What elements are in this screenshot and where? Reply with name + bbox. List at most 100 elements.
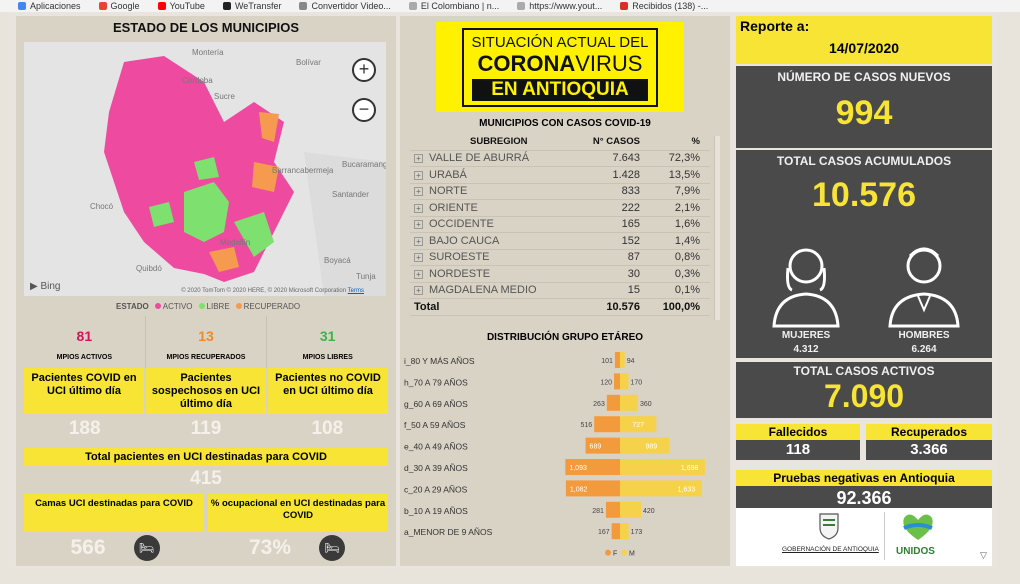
- expand-icon[interactable]: +: [414, 170, 423, 180]
- expand-icon[interactable]: +: [414, 154, 423, 164]
- bookmark-label: YouTube: [169, 1, 205, 11]
- copyright-text: © 2020 TomTom © 2020 HERE, © 2020 Micros…: [181, 288, 347, 294]
- col-casos[interactable]: N° CASOS: [592, 136, 640, 148]
- filter-chevron-icon[interactable]: ▽: [980, 550, 987, 560]
- bar-male-label: 1,633: [678, 486, 696, 493]
- mujeres-label: MUJERES: [781, 330, 831, 341]
- bookmark[interactable]: Convertidor Video...: [299, 1, 391, 11]
- subregion-panel: SITUACIÓN ACTUAL DEL CORONAVIRUS EN ANTI…: [400, 16, 730, 566]
- map-place-label: Santander: [332, 190, 369, 199]
- banner-virus: VIRUS: [575, 50, 643, 76]
- bookmark[interactable]: https://www.yout...: [517, 1, 602, 11]
- coat-of-arms-icon: [819, 513, 839, 540]
- map-place-label: Chocó: [90, 202, 114, 211]
- page-icon: [299, 2, 308, 10]
- subregion-cell: + OCCIDENTE: [410, 218, 570, 230]
- pct-cell: 1,4%: [674, 234, 700, 247]
- total-label: Total: [414, 300, 440, 313]
- bar-female-label: 101: [601, 358, 613, 365]
- municipios-panel: ESTADO DE LOS MUNICIPIOS Montería Córdob…: [16, 16, 396, 566]
- table-row[interactable]: + SUROESTE 87 0,8%: [410, 250, 710, 266]
- table-row[interactable]: + VALLE DE ABURRÁ 7.643 72,3%: [410, 151, 710, 167]
- bar-female-label: 167: [598, 529, 610, 536]
- bookmark[interactable]: El Colombiano | n...: [408, 1, 499, 11]
- wetransfer-icon: [222, 2, 231, 10]
- bar-female: [605, 501, 620, 518]
- uci-values: 188 119 108: [24, 418, 388, 440]
- table-row[interactable]: + NORTE 833 7,9%: [410, 184, 710, 200]
- table-row[interactable]: + ORIENTE 222 2,1%: [410, 200, 710, 217]
- bookmarks-bar: Aplicaciones Google YouTube WeTransfer C…: [0, 0, 1020, 12]
- zoom-out-button[interactable]: −: [352, 98, 376, 122]
- fallecidos-value: 118: [736, 440, 860, 460]
- woman-icon: [772, 248, 840, 328]
- subregion-name: BAJO CAUCA: [429, 234, 500, 247]
- pct-cell: 7,9%: [674, 185, 700, 198]
- age-category-label: g_60 A 69 AÑOS: [404, 399, 468, 409]
- bar-male: [620, 416, 657, 433]
- expand-icon[interactable]: +: [414, 187, 423, 197]
- map-canvas: [24, 42, 386, 296]
- bar-female: [565, 480, 620, 497]
- logos-area: GOBERNACIÓN DE ANTIOQUIA UNIDOS ▽: [736, 508, 992, 566]
- total-pct: 100,0%: [662, 300, 700, 313]
- table-scrollbar[interactable]: [714, 136, 720, 320]
- subregion-name: URABÁ: [429, 168, 467, 181]
- expand-icon[interactable]: +: [414, 236, 423, 246]
- acumulados-block: TOTAL CASOS ACUMULADOS 10.576 MUJERES 4.…: [736, 150, 992, 358]
- expand-icon[interactable]: +: [414, 203, 423, 213]
- gobernacion-logo-text: GOBERNACIÓN DE ANTIOQUIA: [782, 546, 879, 553]
- bookmark-label: WeTransfer: [234, 1, 282, 11]
- total-casos: 10.576: [606, 300, 640, 313]
- legend-activo-label: ACTIVO: [162, 302, 193, 311]
- map-place-label: Quibdó: [136, 264, 162, 273]
- bookmark-label: https://www.yout...: [529, 1, 603, 11]
- table-row[interactable]: + URABÁ 1.428 13,5%: [410, 167, 710, 184]
- bookmark-label: Recibidos (138) -...: [632, 1, 709, 11]
- page-icon: [517, 2, 526, 10]
- kpi-libres: 31 MPIOS LIBRES: [267, 316, 388, 368]
- uci-boxes: Pacientes COVID en UCI último día Pacien…: [24, 368, 388, 414]
- terms-link[interactable]: Terms: [347, 288, 364, 294]
- casos-cell: 15: [627, 284, 640, 297]
- table-row[interactable]: + MAGDALENA MEDIO 15 0,1%: [410, 283, 710, 299]
- libre-dot: [198, 303, 205, 309]
- banner-line1: SITUACIÓN ACTUAL DEL: [471, 33, 649, 51]
- bar-female: [611, 523, 620, 540]
- bookmark[interactable]: Aplicaciones: [18, 1, 81, 11]
- expand-icon[interactable]: +: [414, 253, 423, 263]
- bookmark[interactable]: YouTube: [157, 1, 205, 11]
- expand-icon[interactable]: +: [414, 269, 423, 279]
- acumulados-label: TOTAL CASOS ACUMULADOS: [776, 154, 952, 168]
- bar-male: [620, 480, 702, 497]
- bar-female: [606, 394, 620, 411]
- subregion-cell: + BAJO CAUCA: [410, 235, 570, 247]
- bookmark[interactable]: Recibidos (138) -...: [620, 1, 708, 11]
- kpi-label: MPIOS RECUPERADOS: [166, 354, 246, 361]
- legend-recuperado[interactable]: RECUPERADO: [235, 302, 300, 311]
- map-place-label: Córdoba: [182, 76, 213, 85]
- report-header: Reporte a: 14/07/2020: [736, 16, 992, 64]
- table-row[interactable]: + OCCIDENTE 165 1,6%: [410, 217, 710, 233]
- map[interactable]: Montería Córdoba Bolívar Sucre Chocó Qui…: [24, 42, 386, 296]
- expand-icon[interactable]: +: [414, 286, 423, 296]
- col-subregion[interactable]: SUBREGION: [470, 136, 528, 148]
- bar-male-label: 989: [645, 444, 657, 451]
- legend-activo[interactable]: ACTIVO: [154, 302, 193, 311]
- bookmark[interactable]: Google: [98, 1, 140, 11]
- uci-value: 188: [68, 418, 101, 439]
- zoom-in-button[interactable]: +: [352, 58, 376, 82]
- recuperados-value: 3.366: [866, 440, 992, 460]
- subregion-cell: + URABÁ: [410, 169, 570, 181]
- activos-value: 7.090: [823, 378, 905, 414]
- bookmark[interactable]: WeTransfer: [222, 1, 282, 11]
- table-row[interactable]: + NORDESTE 30 0,3%: [410, 266, 710, 283]
- pct-cell: 13,5%: [668, 168, 700, 181]
- bing-logo: ▶ Bing: [30, 281, 60, 292]
- col-pct[interactable]: %: [691, 136, 700, 148]
- camas-label: Camas UCI destinadas para COVID: [24, 494, 204, 532]
- table-row[interactable]: + BAJO CAUCA 152 1,4%: [410, 233, 710, 250]
- expand-icon[interactable]: +: [414, 220, 423, 230]
- legend-libre[interactable]: LIBRE: [198, 302, 230, 311]
- bar-male: [620, 437, 670, 454]
